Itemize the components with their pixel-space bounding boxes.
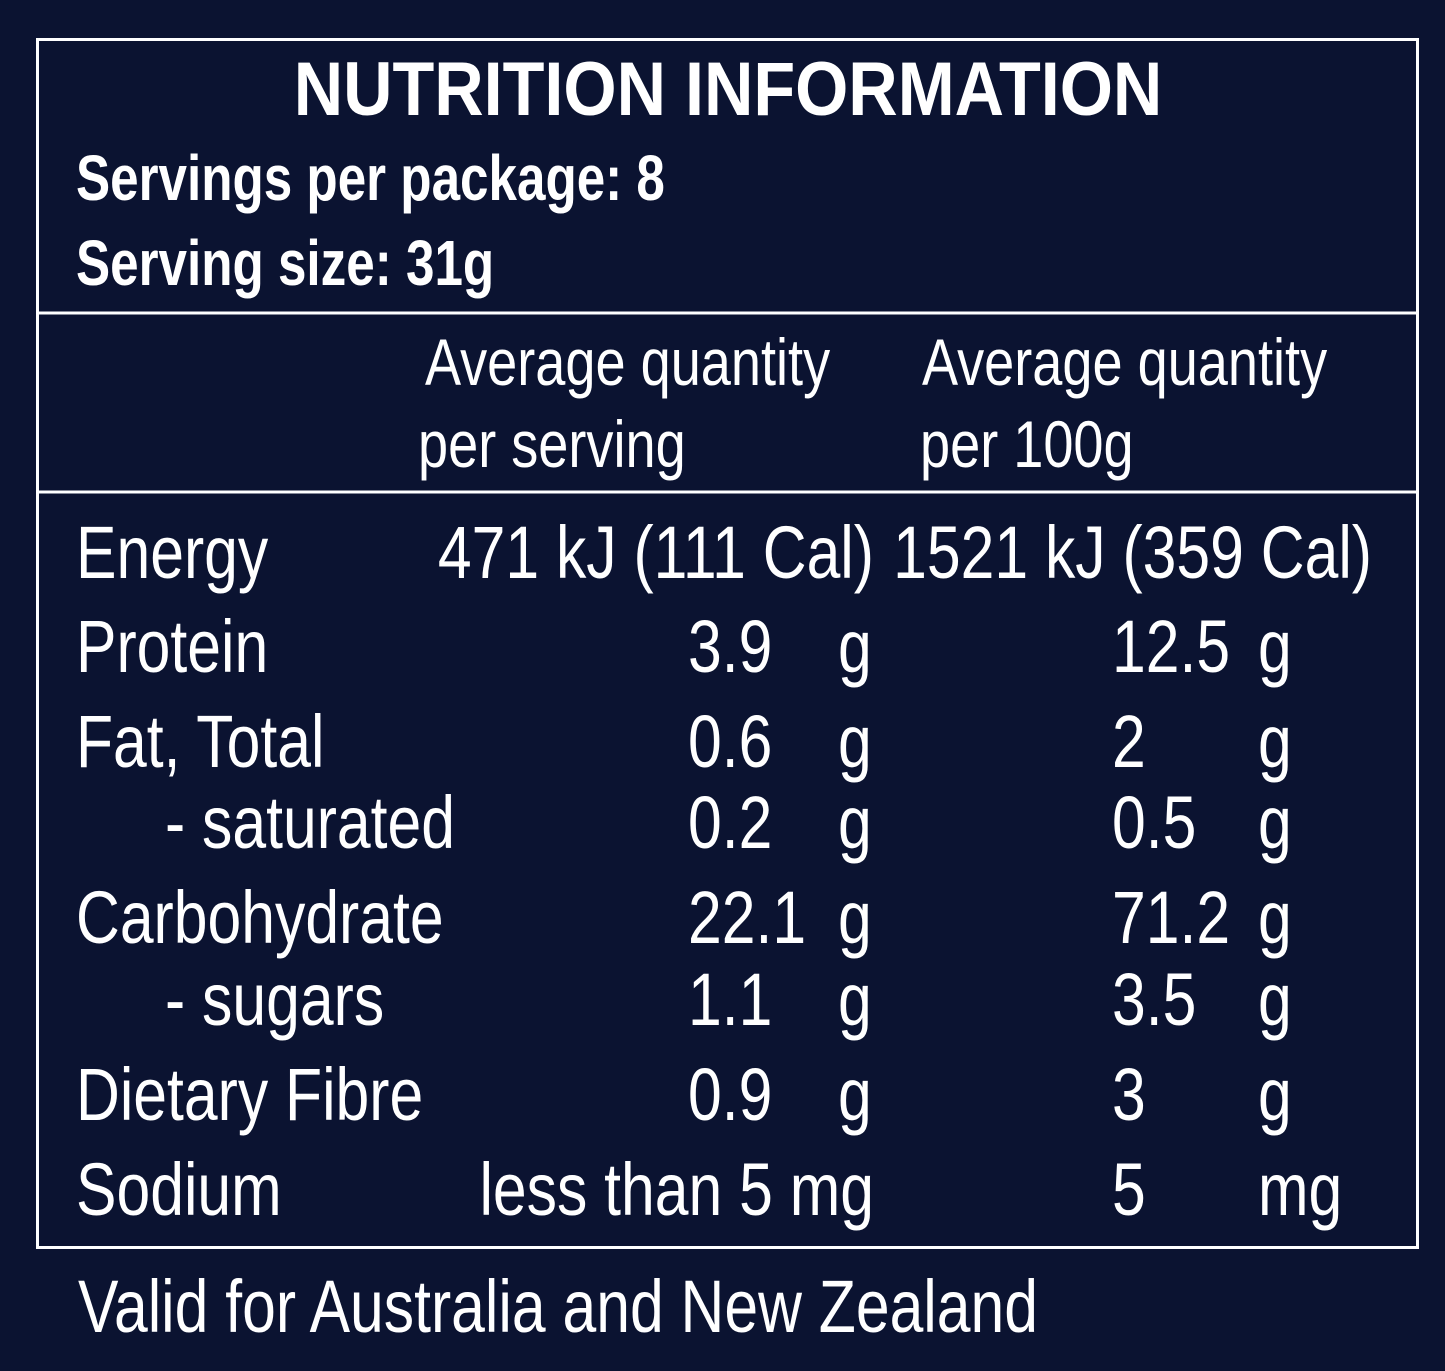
nutrient-unit: g xyxy=(1258,877,1292,959)
nutrient-value: 71.2 xyxy=(1112,877,1230,959)
nutrient-value: 22.1 xyxy=(688,877,806,959)
nutrient-value: 3 xyxy=(1112,1054,1146,1136)
table-border xyxy=(36,38,1419,1249)
nutrient-unit: g xyxy=(838,606,872,688)
nutrient-name: Sodium xyxy=(76,1149,282,1231)
nutrient-value: 12.5 xyxy=(1112,606,1230,688)
nutrient-value: 1.1 xyxy=(688,959,772,1041)
nutrient-name: Energy xyxy=(76,512,268,594)
nutrient-name: Protein xyxy=(76,606,268,688)
nutrient-name: Dietary Fibre xyxy=(76,1054,423,1136)
nutrient-value: 3.9 xyxy=(688,606,772,688)
nutrient-unit: g xyxy=(838,959,872,1041)
nutrient-unit: g xyxy=(838,1054,872,1136)
nutrient-name: - sugars xyxy=(165,959,384,1041)
nutrient-amount: less than 5 mg xyxy=(479,1149,874,1231)
nutrient-unit: g xyxy=(838,701,872,783)
nutrient-amount: 1521 kJ (359 Cal) xyxy=(893,512,1372,594)
column-header: Average quantity xyxy=(425,325,831,399)
nutrient-value: 2 xyxy=(1112,701,1146,783)
nutrient-value: 0.2 xyxy=(688,782,772,864)
nutrient-unit: g xyxy=(1258,701,1292,783)
nutrient-value: 5 xyxy=(1112,1149,1146,1231)
column-header: Average quantity xyxy=(922,325,1328,399)
column-header: per serving xyxy=(418,407,686,481)
nutrient-unit: g xyxy=(1258,782,1292,864)
nutrient-unit: g xyxy=(838,877,872,959)
footer-note: Valid for Australia and New Zealand xyxy=(78,1266,1038,1348)
nutrient-unit: g xyxy=(1258,1054,1292,1136)
nutrient-amount: 471 kJ (111 Cal) xyxy=(438,512,874,594)
nutrient-unit: g xyxy=(1258,606,1292,688)
nutrient-unit: g xyxy=(1258,959,1292,1041)
nutrient-unit: mg xyxy=(1258,1149,1342,1231)
servings-per-package: Servings per package: 8 xyxy=(76,144,665,215)
serving-size: Serving size: 31g xyxy=(76,229,494,300)
nutrient-value: 3.5 xyxy=(1112,959,1196,1041)
nutrient-name: - saturated xyxy=(165,782,455,864)
nutrient-value: 0.9 xyxy=(688,1054,772,1136)
nutrient-name: Fat, Total xyxy=(76,701,324,783)
nutrient-unit: g xyxy=(838,782,872,864)
nutrient-value: 0.5 xyxy=(1112,782,1196,864)
column-header: per 100g xyxy=(920,407,1134,481)
nutrient-value: 0.6 xyxy=(688,701,772,783)
title: NUTRITION INFORMATION xyxy=(294,48,1163,132)
nutrient-name: Carbohydrate xyxy=(76,877,444,959)
